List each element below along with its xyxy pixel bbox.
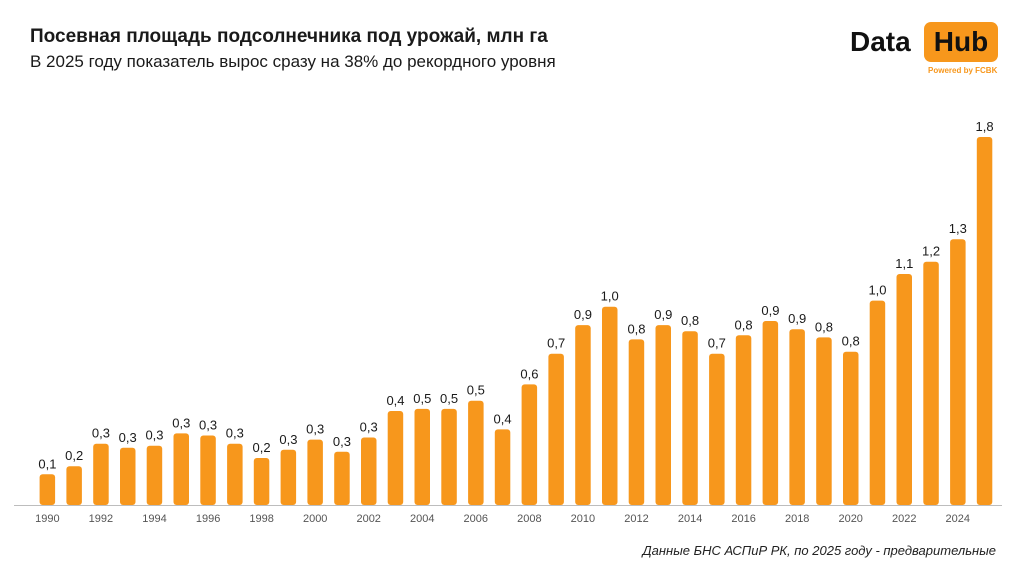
- data-label-1991: 0,2: [65, 448, 83, 463]
- x-tick-2010: 2010: [571, 513, 595, 525]
- bar-1990: [39, 474, 56, 505]
- bar-2008: [521, 384, 538, 505]
- bar-2016: [735, 335, 752, 505]
- x-tick-2000: 2000: [303, 513, 327, 525]
- logo-hub-badge: Hub: [924, 22, 998, 62]
- bar-2006: [468, 400, 484, 505]
- x-tick-2020: 2020: [838, 513, 862, 525]
- data-label-2005: 0,5: [440, 391, 458, 406]
- data-label-1997: 0,3: [226, 426, 244, 441]
- bar-2000: [307, 439, 323, 505]
- data-label-2008: 0,6: [520, 366, 538, 381]
- x-tick-1994: 1994: [142, 513, 166, 525]
- chart-title: Посевная площадь подсолнечника под урожа…: [30, 26, 548, 47]
- datahub-logo: Data Hub Powered by FCBK: [850, 22, 1000, 82]
- x-tick-2004: 2004: [410, 513, 434, 525]
- bar-2014: [682, 331, 698, 505]
- x-tick-2016: 2016: [731, 513, 755, 525]
- data-label-2006: 0,5: [467, 383, 485, 398]
- data-label-1999: 0,3: [279, 432, 297, 447]
- data-label-1990: 0,1: [38, 456, 56, 471]
- data-label-2025: 1,8: [976, 119, 994, 134]
- logo-powered-by: Powered by FCBK: [928, 66, 998, 75]
- x-tick-2012: 2012: [624, 513, 648, 525]
- bar-1991: [66, 466, 82, 505]
- data-label-2010: 0,9: [574, 307, 592, 322]
- data-label-2021: 1,0: [868, 283, 886, 298]
- data-label-2018: 0,9: [788, 311, 806, 326]
- bar-2005: [441, 408, 457, 505]
- bar-2015: [709, 353, 725, 505]
- data-label-2013: 0,9: [654, 307, 672, 322]
- bar-1994: [146, 445, 163, 505]
- data-label-2023: 1,2: [922, 244, 940, 259]
- x-tick-1990: 1990: [35, 513, 59, 525]
- data-label-2016: 0,8: [735, 317, 753, 332]
- bar-1993: [120, 447, 136, 505]
- bar-2009: [548, 353, 564, 505]
- source-note: Данные БНС АСПиР РК, по 2025 году - пред…: [642, 543, 996, 558]
- bar-1996: [200, 435, 216, 505]
- x-tick-1992: 1992: [89, 513, 113, 525]
- bar-2001: [334, 451, 350, 505]
- bar-2010: [575, 325, 591, 505]
- bar-1998: [253, 458, 270, 505]
- data-label-2017: 0,9: [761, 303, 779, 318]
- x-tick-1998: 1998: [249, 513, 273, 525]
- x-tick-1996: 1996: [196, 513, 220, 525]
- data-label-2004: 0,5: [413, 391, 431, 406]
- data-label-1995: 0,3: [172, 415, 190, 430]
- bar-2003: [387, 411, 404, 505]
- data-label-2022: 1,1: [895, 256, 913, 271]
- bar-2011: [602, 306, 618, 505]
- bar-2019: [816, 337, 832, 505]
- data-label-2012: 0,8: [627, 321, 645, 336]
- bar-2025: [976, 137, 993, 505]
- data-label-2020: 0,8: [842, 334, 860, 349]
- data-label-2011: 1,0: [601, 289, 619, 304]
- data-label-2000: 0,3: [306, 422, 324, 437]
- bar-2002: [361, 437, 377, 505]
- bar-2017: [762, 321, 779, 505]
- bar-1992: [93, 443, 109, 505]
- bar-1995: [173, 433, 189, 505]
- bar-2023: [923, 261, 939, 505]
- bar-2022: [896, 274, 912, 505]
- data-label-1994: 0,3: [145, 428, 163, 443]
- bar-1997: [227, 443, 243, 505]
- bar-1999: [280, 449, 297, 505]
- data-label-1996: 0,3: [199, 418, 217, 433]
- bar-2013: [655, 325, 671, 505]
- logo-data-text: Data: [850, 26, 911, 57]
- x-tick-2018: 2018: [785, 513, 809, 525]
- data-label-2015: 0,7: [708, 336, 726, 351]
- data-label-1992: 0,3: [92, 426, 110, 441]
- x-tick-2014: 2014: [678, 513, 702, 525]
- bar-2007: [494, 429, 511, 505]
- data-label-2024: 1,3: [949, 221, 967, 236]
- bar-2018: [789, 329, 805, 505]
- x-tick-2002: 2002: [356, 513, 380, 525]
- bar-2024: [950, 239, 966, 505]
- x-tick-2006: 2006: [464, 513, 488, 525]
- bar-2021: [869, 300, 886, 505]
- bar-2012: [628, 339, 645, 505]
- data-label-1993: 0,3: [119, 430, 137, 445]
- data-label-2019: 0,8: [815, 319, 833, 334]
- bar-2004: [414, 408, 430, 505]
- x-tick-2008: 2008: [517, 513, 541, 525]
- data-label-2007: 0,4: [494, 411, 512, 426]
- x-tick-2022: 2022: [892, 513, 916, 525]
- chart-subtitle: В 2025 году показатель вырос сразу на 38…: [30, 52, 556, 71]
- data-label-1998: 0,2: [253, 440, 271, 455]
- data-label-2002: 0,3: [360, 420, 378, 435]
- data-label-2009: 0,7: [547, 336, 565, 351]
- data-label-2014: 0,8: [681, 313, 699, 328]
- bar-2020: [843, 351, 859, 505]
- data-label-2001: 0,3: [333, 434, 351, 449]
- data-label-2003: 0,4: [386, 393, 404, 408]
- x-tick-2024: 2024: [946, 513, 970, 525]
